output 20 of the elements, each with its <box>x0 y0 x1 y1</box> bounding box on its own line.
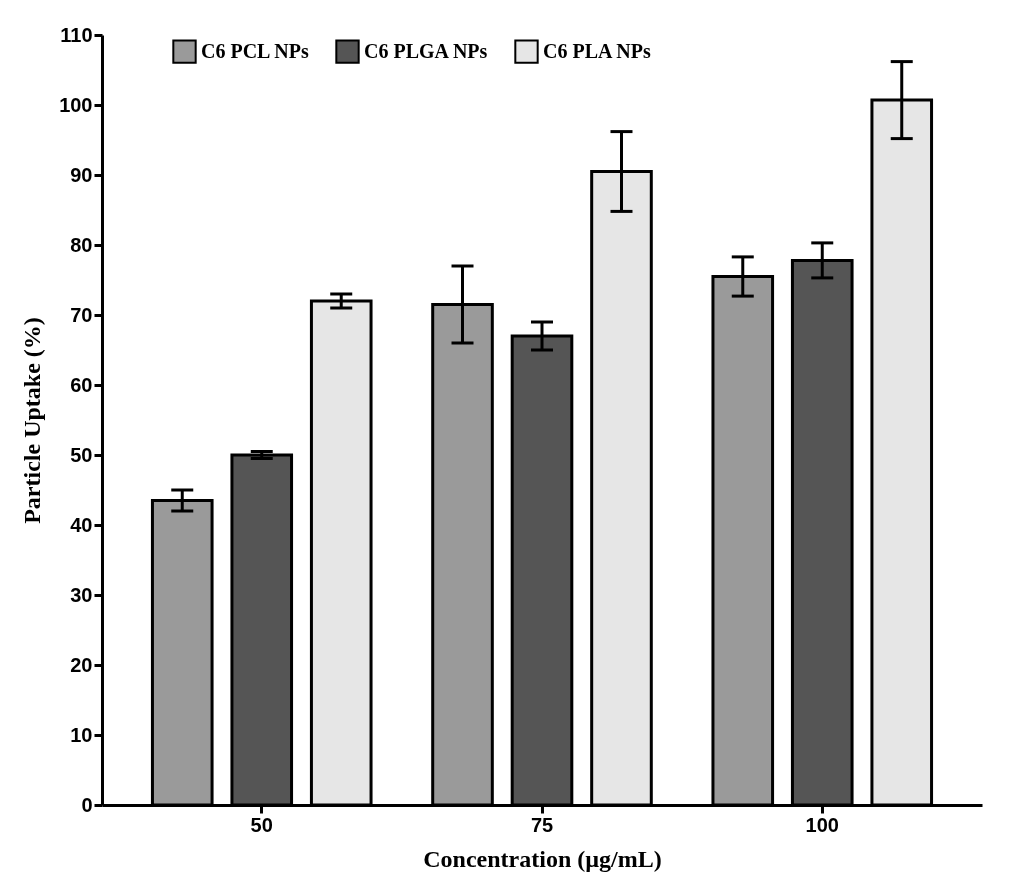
x-tick-label: 50 <box>250 813 273 836</box>
y-tick-label: 10 <box>70 723 93 746</box>
legend-label: C6 PCL NPs <box>201 39 309 62</box>
y-tick-label: 100 <box>59 93 93 116</box>
y-tick-label: 50 <box>70 443 93 466</box>
x-tick-label: 100 <box>805 813 839 836</box>
x-tick-label: 75 <box>530 813 554 836</box>
y-axis-title: Particle Uptake (%) <box>19 317 46 524</box>
x-axis-title: Concentration (µg/mL) <box>423 845 662 872</box>
y-tick-label: 0 <box>81 793 93 816</box>
y-tick-label: 40 <box>70 513 93 536</box>
y-tick-label: 110 <box>60 23 93 46</box>
y-tick-label: 30 <box>70 583 93 606</box>
y-tick-label: 80 <box>70 233 93 256</box>
legend-label: C6 PLA NPs <box>543 39 651 62</box>
legend-label: C6 PLGA NPs <box>364 39 488 62</box>
y-tick-label: 70 <box>70 303 93 326</box>
y-tick-label: 60 <box>70 373 93 396</box>
y-tick-label: 20 <box>70 653 93 676</box>
y-tick-label: 90 <box>70 163 93 186</box>
